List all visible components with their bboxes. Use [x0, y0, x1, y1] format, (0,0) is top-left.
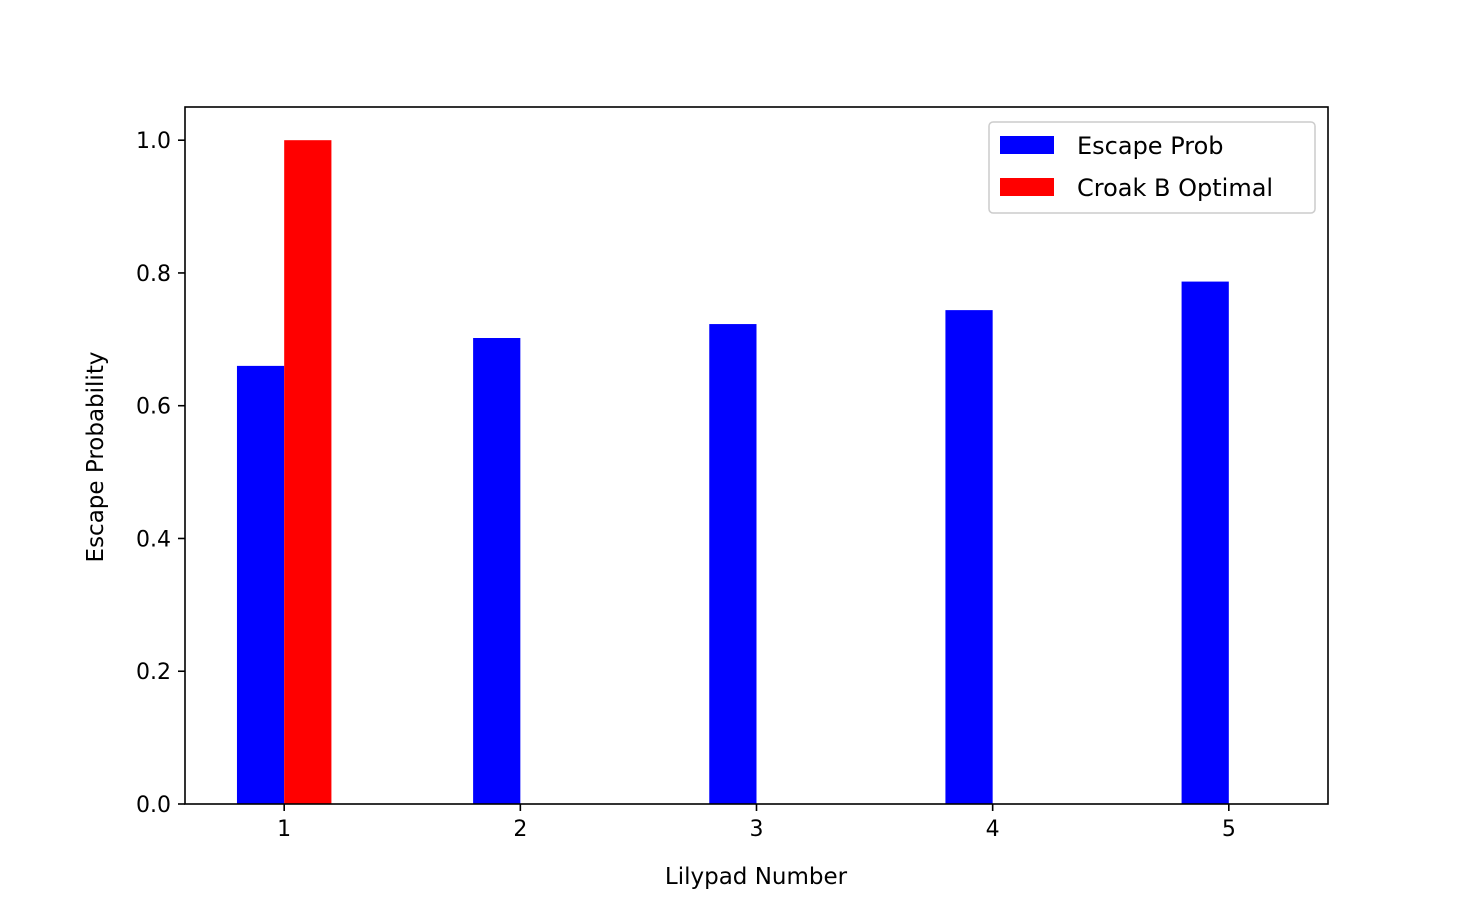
x-tick-label: 3 [750, 817, 764, 842]
bar-escape-prob-4 [945, 310, 993, 804]
x-tick-label: 4 [986, 817, 1000, 842]
y-tick-label: 0.4 [136, 527, 171, 552]
x-axis-label: Lilypad Number [665, 864, 848, 890]
y-tick-label: 0.6 [136, 395, 171, 420]
plot-frame [184, 106, 1329, 805]
legend-label-croak-b-optimal: Croak B Optimal [1077, 174, 1273, 202]
y-axis-ticks: 0.0 0.2 0.4 0.6 0.8 1.0 [136, 129, 185, 818]
legend-swatch-escape-prob [1000, 136, 1054, 154]
x-axis-ticks: 1 2 3 4 5 [277, 804, 1236, 842]
bar-escape-prob-2 [473, 338, 521, 804]
y-tick-label: 0.2 [136, 660, 171, 685]
x-tick-label: 5 [1222, 817, 1236, 842]
bar-croak-b-optimal-1 [284, 140, 332, 804]
legend-box [988, 121, 1316, 214]
bar-escape-prob-5 [1181, 281, 1229, 804]
y-tick-label: 1.0 [136, 129, 171, 154]
x-tick-label: 1 [277, 817, 291, 842]
bars-layer [236, 140, 1229, 804]
y-axis-label: Escape Probability [83, 352, 109, 563]
bar-escape-prob-1 [236, 365, 285, 804]
y-tick-label: 0.8 [136, 262, 171, 287]
legend: Escape Prob Croak B Optimal [988, 121, 1316, 214]
x-tick-label: 2 [513, 817, 527, 842]
legend-label-escape-prob: Escape Prob [1077, 132, 1224, 160]
y-tick-label: 0.0 [136, 793, 171, 818]
bar-escape-prob-3 [709, 324, 757, 804]
legend-swatch-croak-b-optimal [1000, 178, 1054, 196]
